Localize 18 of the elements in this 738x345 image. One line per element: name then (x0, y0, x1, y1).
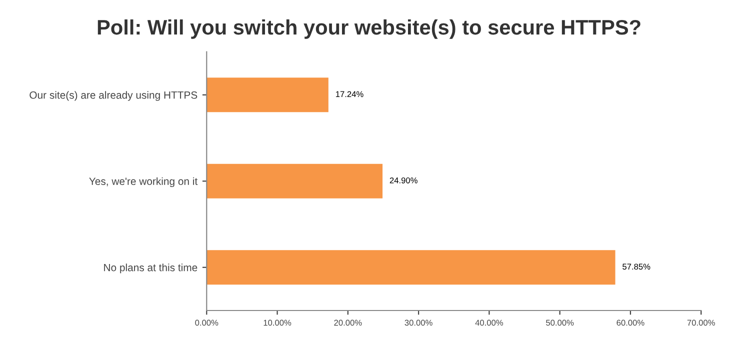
bar (206, 78, 328, 112)
bar (206, 164, 383, 198)
x-tick-label: 40.00% (475, 320, 504, 326)
x-tick-label: 70.00% (687, 320, 715, 326)
x-tick-label: 20.00% (334, 320, 362, 326)
x-tick-label: 50.00% (546, 320, 574, 326)
x-tick-label: 0.00% (195, 320, 218, 326)
data-label: 24.90% (390, 177, 418, 184)
y-tick-label: No plans at this time (104, 264, 198, 274)
x-tick-label: 10.00% (264, 320, 292, 326)
x-tick-label: 60.00% (616, 320, 644, 326)
x-tick-label: 30.00% (404, 320, 432, 326)
data-label: 17.24% (336, 91, 364, 98)
y-tick-label: Our site(s) are already using HTTPS (30, 91, 198, 101)
y-tick-label: Yes, we're working on it (89, 177, 198, 188)
chart-title: Poll: Will you switch your website(s) to secure HTTPS? (98, 19, 640, 39)
bar (206, 250, 616, 285)
data-label: 57.85% (622, 264, 650, 270)
